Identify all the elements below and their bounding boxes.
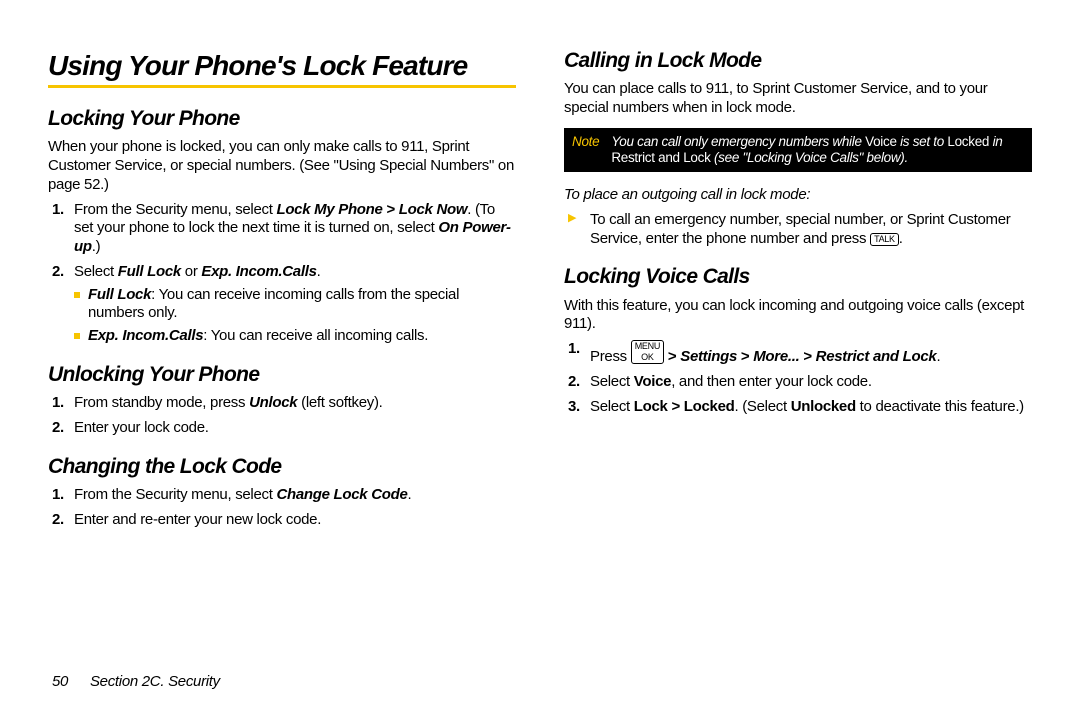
voice-step-2: Select Voice, and then enter your lock c… xyxy=(564,373,1032,392)
locking-intro: When your phone is locked, you can only … xyxy=(48,138,516,194)
note-box: Note You can call only emergency numbers… xyxy=(564,128,1032,172)
right-column: Calling in Lock Mode You can place calls… xyxy=(564,48,1032,535)
changing-step-2: Enter and re-enter your new lock code. xyxy=(48,511,516,530)
locking-step-1: From the Security menu, select Lock My P… xyxy=(48,201,516,257)
locking-sub-1: Full Lock: You can receive incoming call… xyxy=(74,286,516,324)
calling-arrow-step: To call an emergency number, special num… xyxy=(564,211,1032,249)
voice-intro: With this feature, you can lock incoming… xyxy=(564,297,1032,335)
changing-heading: Changing the Lock Code xyxy=(48,454,516,480)
voice-step-3: Select Lock > Locked. (Select Unlocked t… xyxy=(564,398,1032,417)
section-label: Section 2C. Security xyxy=(90,673,220,690)
voice-steps: Press MENUOK > Settings > More... > Rest… xyxy=(564,340,1032,416)
calling-instruction: To place an outgoing call in lock mode: xyxy=(564,186,1032,205)
locking-heading: Locking Your Phone xyxy=(48,106,516,132)
locking-step-2: Select Full Lock or Exp. Incom.Calls. Fu… xyxy=(48,263,516,346)
menu-ok-key-icon: MENUOK xyxy=(631,340,664,364)
locking-steps: From the Security menu, select Lock My P… xyxy=(48,201,516,346)
calling-heading: Calling in Lock Mode xyxy=(564,48,1032,74)
talk-key-icon: TALK xyxy=(870,233,899,246)
voice-step-1: Press MENUOK > Settings > More... > Rest… xyxy=(564,340,1032,367)
bullet-icon xyxy=(74,292,80,298)
locking-sub-2: Exp. Incom.Calls: You can receive all in… xyxy=(74,327,516,346)
main-heading: Using Your Phone's Lock Feature xyxy=(48,48,516,83)
note-label: Note xyxy=(564,128,607,172)
page-footer: 50 Section 2C. Security xyxy=(52,673,220,692)
page-number: 50 xyxy=(52,673,68,690)
unlocking-steps: From standby mode, press Unlock (left so… xyxy=(48,394,516,438)
unlocking-heading: Unlocking Your Phone xyxy=(48,362,516,388)
bullet-icon xyxy=(74,333,80,339)
heading-underline xyxy=(48,85,516,88)
voice-heading: Locking Voice Calls xyxy=(564,264,1032,290)
left-column: Using Your Phone's Lock Feature Locking … xyxy=(48,48,516,535)
calling-intro: You can place calls to 911, to Sprint Cu… xyxy=(564,80,1032,118)
changing-step-1: From the Security menu, select Change Lo… xyxy=(48,486,516,505)
changing-steps: From the Security menu, select Change Lo… xyxy=(48,486,516,530)
unlocking-step-1: From standby mode, press Unlock (left so… xyxy=(48,394,516,413)
note-text: You can call only emergency numbers whil… xyxy=(607,128,1032,172)
unlocking-step-2: Enter your lock code. xyxy=(48,419,516,438)
